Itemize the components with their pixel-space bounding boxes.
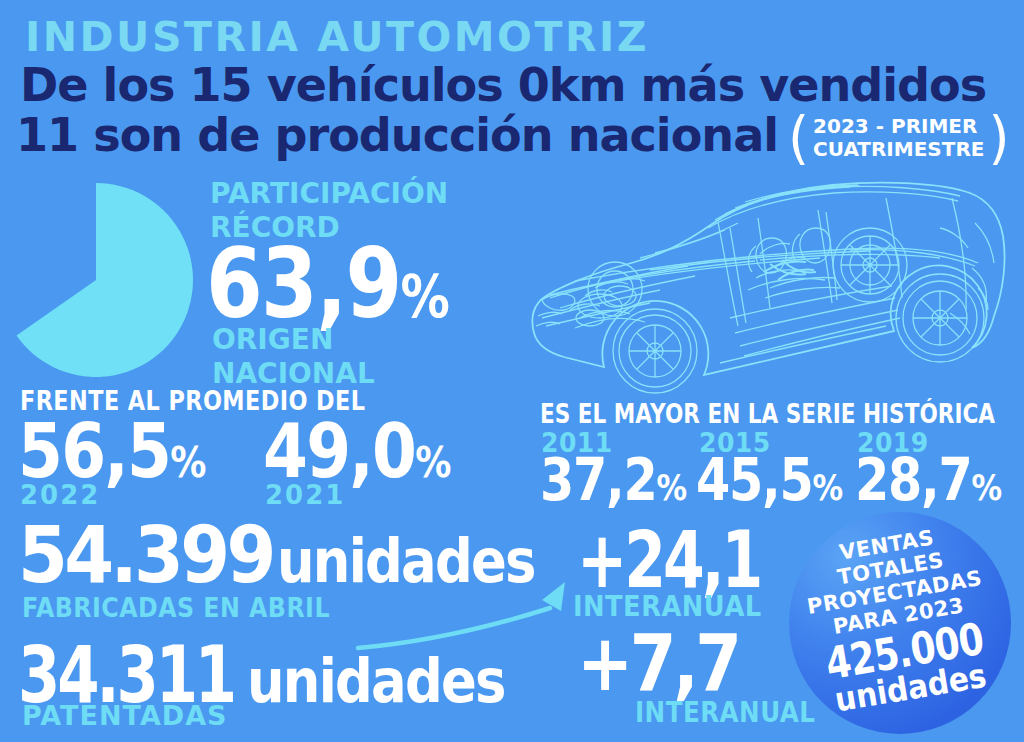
production-value: 54.399	[18, 516, 273, 594]
patents-label: PATENTADAS	[22, 702, 228, 729]
series-value: 37,2%	[540, 451, 687, 509]
patents-delta-label: INTERANUAL	[635, 699, 816, 727]
record-percent-sign: %	[401, 263, 450, 331]
record-sublabel: ORIGEN NACIONAL	[212, 323, 375, 391]
car-wireframe	[520, 168, 1020, 403]
projection-badge: VENTAS TOTALES PROYECTADAS PARA 2023 425…	[789, 512, 1011, 734]
production-delta: +24,1	[577, 521, 760, 600]
patents-unit: unidades	[247, 651, 505, 711]
average-value-2021: 49,0%	[263, 414, 451, 489]
average-year-2022: 2022	[20, 482, 100, 508]
avg-percent-sign: %	[170, 438, 206, 487]
period-line1: 2023 - PRIMER	[813, 114, 977, 138]
paren-close: )	[988, 112, 1009, 165]
record-value: 63,9%	[206, 236, 450, 332]
headline-line1: De los 15 vehículos 0km más vendidos	[20, 61, 986, 108]
period-note: ( 2023 - PRIMER CUATRIMESTRE )	[788, 113, 1010, 163]
patents-delta: +7,7	[577, 624, 739, 703]
paren-open: (	[788, 112, 809, 165]
period-line2: CUATRIMESTRE	[813, 137, 984, 161]
infographic-root: INDUSTRIA AUTOMOTRIZ De los 15 vehículos…	[0, 0, 1024, 742]
pie-chart	[0, 170, 198, 390]
average-value-2022: 56,5%	[18, 414, 206, 489]
series-title: ES EL MAYOR EN LA SERIE HISTÓRICA	[540, 400, 995, 427]
production-unit: unidades	[277, 531, 535, 591]
average-year-2021: 2021	[265, 482, 345, 508]
production-label: FABRICADAS EN ABRIL	[22, 594, 330, 621]
series-value: 28,7%	[855, 451, 1002, 509]
kicker-title: INDUSTRIA AUTOMOTRIZ	[25, 17, 649, 58]
headline-line2: 11 son de producción nacional	[16, 111, 778, 158]
series-value: 45,5%	[696, 451, 843, 509]
avg-percent-sign: %	[415, 438, 451, 487]
